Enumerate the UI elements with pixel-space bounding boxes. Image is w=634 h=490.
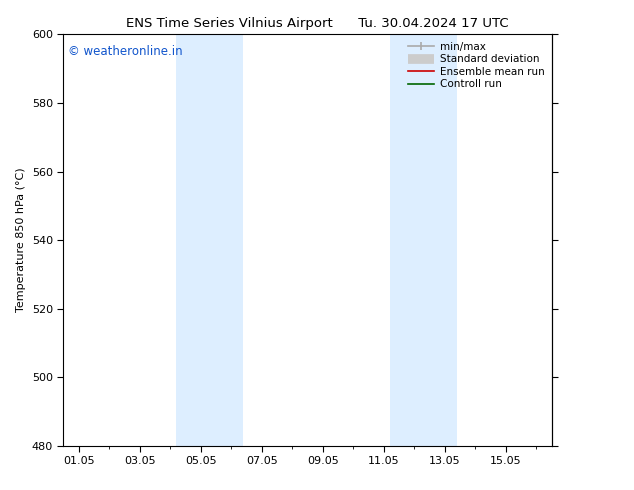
- Bar: [176, 34, 243, 446]
- Text: © weatheronline.in: © weatheronline.in: [68, 45, 183, 58]
- Bar: [390, 34, 457, 446]
- Text: ENS Time Series Vilnius Airport      Tu. 30.04.2024 17 UTC: ENS Time Series Vilnius Airport Tu. 30.0…: [126, 17, 508, 30]
- Legend: min/max, Standard deviation, Ensemble mean run, Controll run: min/max, Standard deviation, Ensemble me…: [406, 40, 547, 92]
- Y-axis label: Temperature 850 hPa (°C): Temperature 850 hPa (°C): [16, 168, 26, 313]
